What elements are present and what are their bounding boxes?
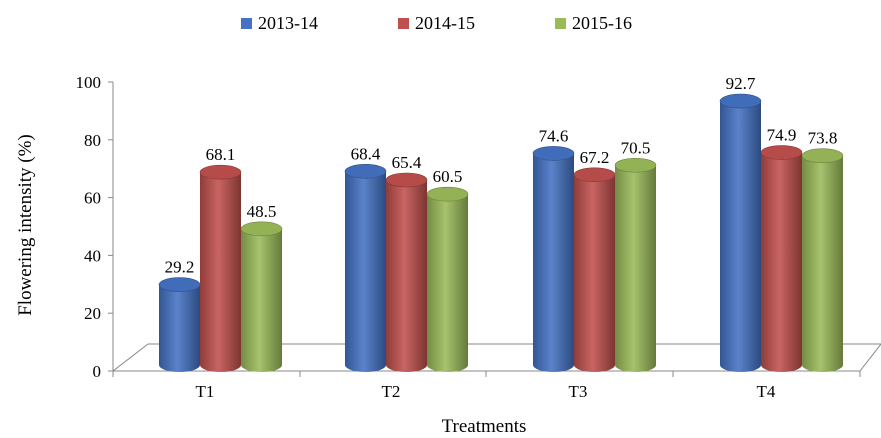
bar-2015-16-t4 [801, 148, 844, 373]
x-axis-ticks [112, 371, 861, 377]
y-tick-label: 0 [93, 362, 102, 381]
data-label-2015-16-t3: 70.5 [621, 138, 651, 157]
y-tick-label: 20 [84, 304, 101, 323]
category-label-t2: T2 [382, 382, 401, 401]
y-tick-label: 60 [84, 189, 101, 208]
y-axis-title: Flowering intensity (%) [15, 134, 36, 316]
bar-2015-16-t3 [614, 157, 657, 373]
data-label-2013-14-t2: 68.4 [351, 144, 381, 163]
bar-2014-15-t3 [573, 167, 616, 373]
category-labels: T1 T2 T3 T4 [196, 382, 776, 401]
bar-2015-16-t2 [426, 186, 469, 373]
legend-swatch-2013-14 [241, 18, 252, 29]
bars [158, 93, 844, 373]
data-label-2014-15-t2: 65.4 [392, 153, 422, 172]
category-label-t3: T3 [569, 382, 588, 401]
data-labels: 29.2 68.1 48.5 68.4 65.4 60.5 74.6 67.2 70.5 92.7… [165, 74, 838, 277]
data-label-2015-16-t4: 73.8 [808, 129, 838, 148]
bar-2013-14-t1 [158, 277, 201, 372]
legend-swatch-2014-15 [398, 18, 409, 29]
legend-label-2015-16: 2015-16 [572, 13, 632, 33]
bar-2013-14-t3 [532, 146, 575, 373]
y-tick-label: 100 [76, 73, 102, 92]
y-tick-label: 80 [84, 131, 101, 150]
bar-2013-14-t2 [344, 164, 387, 373]
x-axis-title: Treatments [442, 416, 527, 437]
category-label-t4: T4 [757, 382, 776, 401]
bar-2013-14-t4 [719, 93, 762, 373]
legend-swatch-2015-16 [555, 18, 566, 29]
data-label-2015-16-t2: 60.5 [433, 167, 463, 186]
bar-2014-15-t1 [199, 164, 242, 373]
chart-floor [111, 343, 881, 372]
legend: 2013-14 2014-15 2015-16 [241, 13, 632, 33]
y-axis-ticks: 0 20 40 60 80 100 [76, 73, 113, 381]
bar-2015-16-t1 [240, 221, 283, 373]
y-tick-label: 40 [84, 246, 101, 265]
data-label-2013-14-t1: 29.2 [165, 258, 195, 277]
bar-2014-15-t4 [760, 145, 803, 373]
data-label-2015-16-t1: 48.5 [247, 202, 277, 221]
category-label-t1: T1 [196, 382, 215, 401]
legend-label-2013-14: 2013-14 [258, 13, 318, 33]
legend-label-2014-15: 2014-15 [415, 13, 475, 33]
data-label-2014-15-t3: 67.2 [580, 148, 610, 167]
bar-2014-15-t2 [385, 172, 428, 373]
data-label-2014-15-t1: 68.1 [206, 145, 236, 164]
data-label-2013-14-t4: 92.7 [726, 74, 756, 93]
data-label-2013-14-t3: 74.6 [539, 126, 569, 145]
data-label-2014-15-t4: 74.9 [767, 126, 797, 145]
